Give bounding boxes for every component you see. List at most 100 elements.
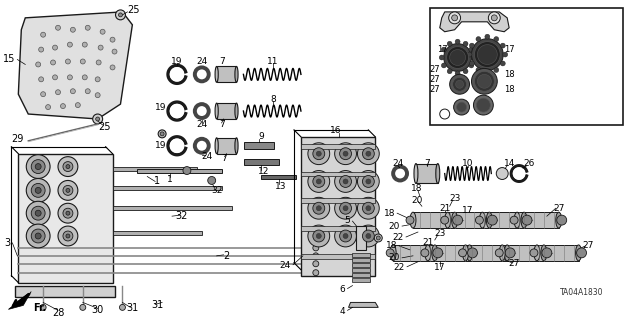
Bar bbox=[217, 103, 237, 119]
Text: 21: 21 bbox=[422, 238, 433, 248]
Circle shape bbox=[471, 55, 476, 60]
Circle shape bbox=[467, 52, 472, 57]
Text: 24: 24 bbox=[280, 261, 291, 270]
Circle shape bbox=[160, 132, 164, 136]
Circle shape bbox=[316, 234, 321, 239]
Circle shape bbox=[456, 80, 463, 88]
Circle shape bbox=[340, 202, 351, 214]
Text: 20: 20 bbox=[388, 253, 400, 262]
Text: 8: 8 bbox=[270, 95, 276, 104]
Text: 23: 23 bbox=[449, 194, 460, 203]
Circle shape bbox=[308, 143, 330, 165]
Text: 22: 22 bbox=[394, 263, 405, 272]
Circle shape bbox=[193, 65, 211, 83]
Circle shape bbox=[509, 251, 513, 255]
Circle shape bbox=[335, 197, 356, 219]
Circle shape bbox=[67, 42, 72, 47]
Bar bbox=[301, 137, 375, 276]
Circle shape bbox=[469, 63, 474, 68]
Circle shape bbox=[494, 68, 499, 72]
Circle shape bbox=[452, 77, 467, 91]
Circle shape bbox=[358, 143, 380, 165]
Circle shape bbox=[444, 44, 472, 71]
Text: 10: 10 bbox=[462, 159, 473, 168]
Text: 21: 21 bbox=[439, 204, 451, 213]
Circle shape bbox=[58, 226, 78, 246]
Circle shape bbox=[447, 69, 452, 74]
Circle shape bbox=[183, 167, 191, 174]
Bar bbox=[393, 245, 435, 261]
Circle shape bbox=[58, 203, 78, 223]
Ellipse shape bbox=[215, 103, 218, 119]
Ellipse shape bbox=[235, 138, 238, 154]
Text: 32: 32 bbox=[176, 211, 188, 221]
Circle shape bbox=[459, 249, 467, 257]
Circle shape bbox=[70, 27, 76, 32]
Text: 20: 20 bbox=[412, 196, 422, 205]
Circle shape bbox=[335, 171, 356, 192]
Bar bbox=[353, 278, 371, 282]
Circle shape bbox=[66, 234, 70, 238]
Circle shape bbox=[340, 230, 351, 242]
Ellipse shape bbox=[541, 245, 547, 261]
Circle shape bbox=[436, 251, 441, 255]
Circle shape bbox=[494, 37, 499, 41]
Circle shape bbox=[61, 104, 65, 108]
Text: 22: 22 bbox=[393, 234, 404, 242]
Circle shape bbox=[51, 60, 56, 65]
Text: 31: 31 bbox=[126, 303, 138, 313]
Circle shape bbox=[449, 12, 461, 24]
Circle shape bbox=[433, 248, 443, 258]
Circle shape bbox=[120, 304, 125, 310]
Text: 11: 11 bbox=[268, 57, 279, 66]
Circle shape bbox=[83, 75, 87, 80]
Bar bbox=[353, 258, 371, 262]
Text: 29: 29 bbox=[11, 134, 23, 144]
Circle shape bbox=[26, 179, 50, 202]
Circle shape bbox=[455, 71, 460, 76]
Bar bbox=[113, 167, 197, 171]
Text: 2: 2 bbox=[223, 251, 230, 261]
Text: 1: 1 bbox=[154, 176, 160, 187]
Circle shape bbox=[36, 62, 41, 67]
Circle shape bbox=[63, 162, 73, 172]
Circle shape bbox=[63, 185, 73, 195]
Text: TA04A1830: TA04A1830 bbox=[560, 288, 604, 297]
Bar bbox=[217, 138, 237, 154]
Circle shape bbox=[110, 65, 115, 70]
Ellipse shape bbox=[445, 212, 451, 228]
Circle shape bbox=[340, 175, 351, 187]
Text: Fr.: Fr. bbox=[33, 303, 47, 313]
Circle shape bbox=[463, 69, 468, 74]
Circle shape bbox=[487, 215, 497, 225]
Polygon shape bbox=[440, 12, 509, 32]
Circle shape bbox=[476, 98, 490, 112]
Text: 14: 14 bbox=[504, 159, 515, 168]
Bar bbox=[301, 144, 375, 149]
Circle shape bbox=[500, 43, 506, 48]
Bar bbox=[301, 226, 375, 231]
Circle shape bbox=[492, 218, 495, 222]
Text: 7: 7 bbox=[424, 159, 429, 168]
Circle shape bbox=[358, 225, 380, 247]
Circle shape bbox=[455, 39, 460, 44]
Circle shape bbox=[66, 211, 70, 215]
Circle shape bbox=[463, 41, 468, 46]
Ellipse shape bbox=[436, 164, 440, 183]
Circle shape bbox=[197, 70, 207, 79]
Text: 27: 27 bbox=[553, 204, 564, 213]
Circle shape bbox=[343, 234, 348, 239]
Bar bbox=[113, 186, 221, 190]
Ellipse shape bbox=[215, 66, 218, 82]
Ellipse shape bbox=[486, 212, 492, 228]
Bar bbox=[113, 231, 202, 235]
Circle shape bbox=[40, 304, 46, 310]
Circle shape bbox=[474, 71, 494, 91]
Bar bbox=[301, 254, 375, 259]
Circle shape bbox=[95, 93, 100, 98]
Circle shape bbox=[476, 37, 481, 41]
Circle shape bbox=[503, 52, 508, 57]
Circle shape bbox=[343, 206, 348, 211]
Circle shape bbox=[313, 261, 319, 267]
Circle shape bbox=[472, 39, 503, 70]
